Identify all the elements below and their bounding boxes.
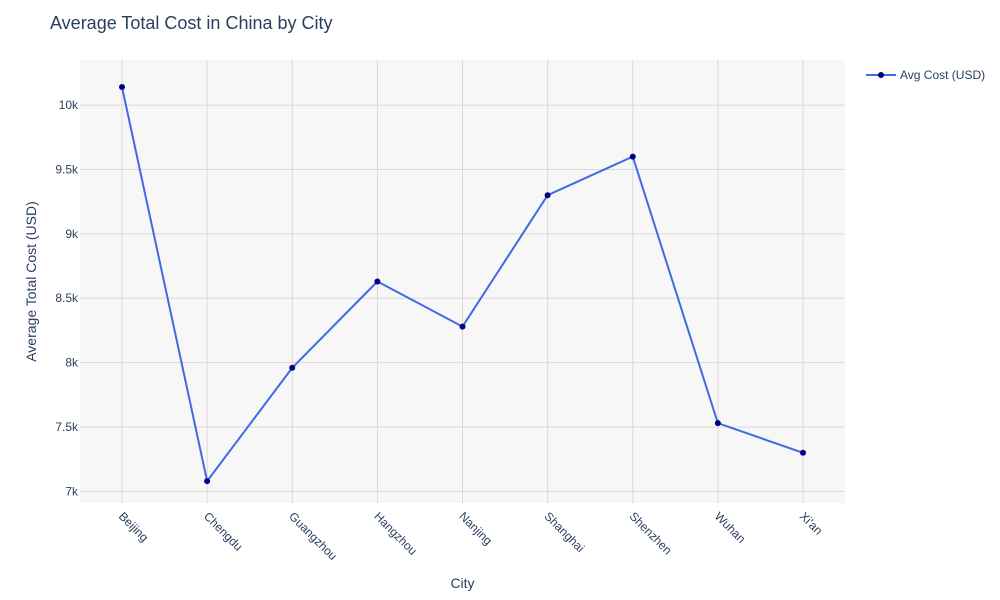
y-tick-label: 8.5k (55, 291, 79, 305)
data-point (629, 153, 636, 160)
x-tick-label: Shenzhen (627, 509, 675, 557)
x-tick-label: Xi'an (797, 509, 826, 538)
data-point (119, 84, 125, 91)
x-axis-title: City (450, 575, 474, 591)
y-tick-label: 9.5k (55, 162, 79, 176)
data-point (544, 192, 551, 199)
x-tick-label: Chengdu (201, 509, 245, 553)
data-point (374, 278, 381, 285)
grid (80, 60, 845, 503)
legend-label: Avg Cost (USD) (900, 68, 985, 82)
chart-title: Average Total Cost in China by City (50, 13, 333, 33)
series-layer (119, 84, 806, 485)
data-point (800, 449, 806, 456)
y-tick-label: 7.5k (55, 420, 79, 434)
y-tick-label: 8k (65, 356, 79, 370)
legend[interactable]: Avg Cost (USD) (866, 68, 985, 82)
y-tick-label: 10k (59, 98, 79, 112)
data-point (459, 323, 466, 330)
x-tick-label: Beijing (116, 509, 151, 544)
y-axis-title: Average Total Cost (USD) (23, 201, 39, 362)
y-tick-label: 7k (65, 484, 79, 498)
data-point (714, 420, 721, 427)
x-tick-label: Nanjing (456, 509, 495, 548)
y-tick-label: 9k (65, 227, 79, 241)
x-tick-label: Guangzhou (286, 509, 340, 563)
x-tick-label: Shanghai (542, 509, 588, 555)
x-tick-label: Hangzhou (371, 509, 420, 558)
x-tick-label: Wuhan (712, 509, 749, 546)
legend-marker-swatch (878, 72, 884, 78)
data-point (204, 478, 211, 485)
data-point (289, 364, 296, 371)
